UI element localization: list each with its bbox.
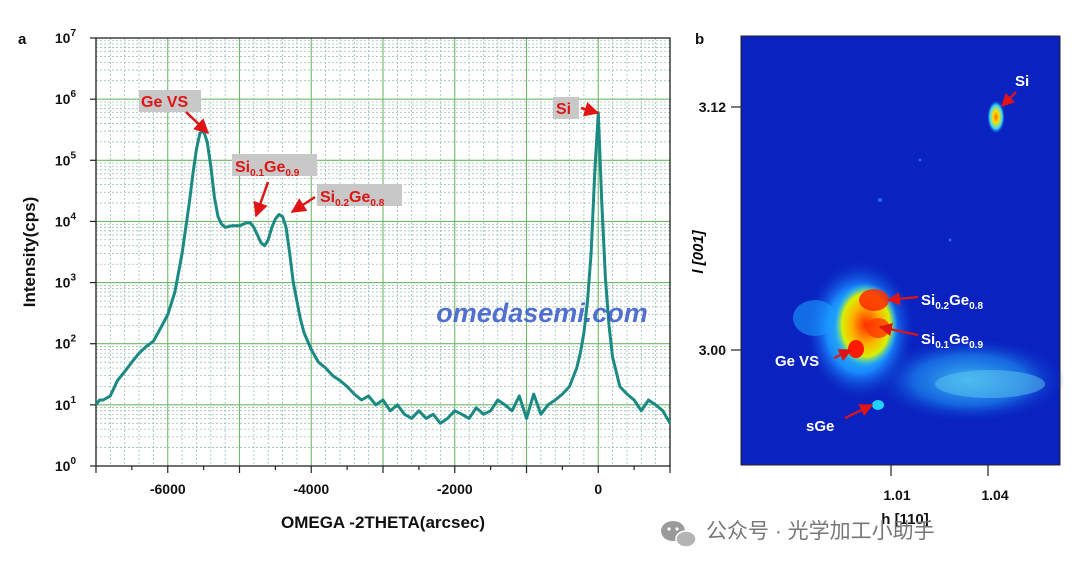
map-x-axis-title: h [110] xyxy=(881,511,929,528)
map-annotation-si01ge09-base: Si xyxy=(921,331,935,348)
panel-b-label: b xyxy=(695,31,704,48)
rsm-cloud-wing xyxy=(793,300,837,336)
annotation-si02ge08-mid: Ge xyxy=(349,189,370,206)
annotation-si02ge08: Si0.2Ge0.8 xyxy=(290,184,402,214)
annotation-ge-vs: Ge VS xyxy=(139,90,210,135)
x-axis-title: OMEGA -2THETA(arcsec) xyxy=(281,513,485,532)
y-tick-label: 104 xyxy=(55,211,77,229)
y-tick-label: 107 xyxy=(55,28,77,46)
annotation-si01ge09-mid: Ge xyxy=(264,159,285,176)
annotation-si02ge08-base: Si xyxy=(320,189,335,206)
annotation-si-arrow xyxy=(580,101,600,117)
x-tick-label: -6000 xyxy=(150,481,186,497)
panel-a-label: a xyxy=(18,31,27,48)
annotation-ge-vs-arrow xyxy=(185,111,210,135)
map-annotation-ge-vs: Ge VS xyxy=(775,353,819,370)
annotation-si02ge08-arrow xyxy=(290,195,316,214)
map-x-tick-label: 1.01 xyxy=(883,487,910,503)
svg-text:Si0.1Ge0.9: Si0.1Ge0.9 xyxy=(235,159,300,179)
rsm-speck xyxy=(918,158,922,162)
wechat-icon xyxy=(661,521,697,548)
annotation-si01ge09-base: Si xyxy=(235,159,250,176)
map-annotation-si02ge08: Si0.2Ge0.8 xyxy=(921,292,983,312)
y-axis-title: Intensity(cps) xyxy=(20,197,39,308)
map-annotation-si01ge09-mid: Ge xyxy=(949,331,969,348)
annotation-ge-vs-text: Ge VS xyxy=(141,94,188,111)
map-arrow-sge xyxy=(844,404,874,419)
x-tick-label: -2000 xyxy=(437,481,473,497)
map-annotation-si01ge09-sub2: 0.9 xyxy=(969,340,983,351)
rsm-speck xyxy=(948,238,952,242)
y-tick-label: 100 xyxy=(55,456,77,474)
annotation-si01ge09-sub1: 0.1 xyxy=(250,168,264,179)
annotation-si02ge08-sub1: 0.2 xyxy=(335,198,349,209)
y-tick-label: 105 xyxy=(55,150,77,168)
map-annotation-si02ge08-mid: Ge xyxy=(949,292,969,309)
annotation-si: Si xyxy=(553,97,600,119)
x-tick-label: 0 xyxy=(594,481,602,497)
annotation-si01ge09: Si0.1Ge0.9 xyxy=(232,154,317,218)
map-arrow-ge-vs xyxy=(833,349,853,362)
y-tick-label: 106 xyxy=(55,89,77,107)
rsm-peak-ge-vs xyxy=(848,340,864,358)
annotation-si01ge09-sub2: 0.9 xyxy=(285,168,299,179)
rsm-map xyxy=(741,36,1065,465)
x-tick-label: -4000 xyxy=(293,481,329,497)
x-axis: -6000 -4000 -2000 0 xyxy=(95,466,671,497)
annotation-si02ge08-sub2: 0.8 xyxy=(370,198,384,209)
rsm-speck xyxy=(878,198,882,202)
y-tick-label: 103 xyxy=(55,273,77,291)
map-arrow-si01ge09 xyxy=(878,322,919,337)
map-annotation-si01ge09: Si0.1Ge0.9 xyxy=(921,331,983,351)
rsm-frame xyxy=(740,35,1061,466)
rsm-peak-sge xyxy=(872,400,884,410)
annotation-si01ge09-arrow xyxy=(253,181,270,218)
rsm-peak-si xyxy=(987,100,1005,134)
y-tick-label: 102 xyxy=(55,334,77,352)
y-axis: 100 101 102 103 104 105 106 107 xyxy=(55,28,96,474)
series-line xyxy=(94,111,672,425)
map-y-axis-title: l [001] xyxy=(690,229,707,273)
map-x-tick-label: 1.04 xyxy=(981,487,1008,503)
map-arrow-si xyxy=(1001,91,1017,107)
map-annotation-si01ge09-sub1: 0.1 xyxy=(935,340,949,351)
annotation-si-text: Si xyxy=(556,101,571,118)
map-annotation-si02ge08-base: Si xyxy=(921,292,935,309)
watermark-text: omedasemi.com xyxy=(436,298,648,328)
map-annotation-si02ge08-sub1: 0.2 xyxy=(935,301,949,312)
map-y-tick-label: 3.12 xyxy=(699,99,726,115)
rsm-tail-band xyxy=(935,370,1045,398)
map-arrow-si02ge08 xyxy=(886,292,919,306)
map-annotation-si02ge08-sub2: 0.8 xyxy=(969,301,983,312)
rsm-peak-si02ge08 xyxy=(859,289,889,311)
footer-text: 公众号 · 光学加工小助手 xyxy=(706,520,935,543)
map-annotation-si: Si xyxy=(1015,73,1029,90)
map-annotation-sge: sGe xyxy=(806,418,834,435)
y-tick-label: 101 xyxy=(55,395,77,413)
map-y-tick-label: 3.00 xyxy=(699,342,726,358)
svg-text:Si0.2Ge0.8: Si0.2Ge0.8 xyxy=(320,189,385,209)
